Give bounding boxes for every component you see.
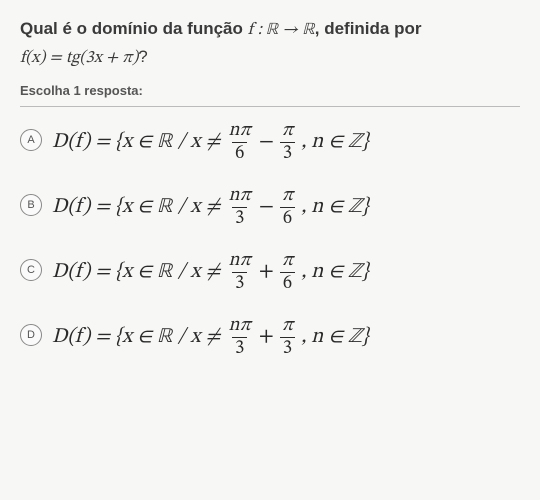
option-d-frac2-den: 3 [280,337,295,359]
option-b-frac1-den: 3 [232,207,247,229]
option-b-frac2: π 6 [279,186,296,229]
q-line1-post: , definida por [315,19,422,38]
option-a[interactable]: A D(f) = {x ∈ ℝ / x ≠ nπ 6 − π 3 , n ∈ ℤ… [20,121,520,164]
option-d-rhs: , n ∈ ℤ} [301,324,369,350]
instruction-text: Escolha 1 resposta: [20,83,520,98]
option-b-frac1-num: nπ [226,186,254,207]
option-d[interactable]: D D(f) = {x ∈ ℝ / x ≠ nπ 3 + π 3 , n ∈ ℤ… [20,316,520,359]
option-b-bubble: B [20,194,42,216]
option-c-frac2-num: π [279,251,296,272]
q-line2-q: ? [138,47,147,66]
option-c-frac2-den: 6 [280,272,295,294]
option-a-lhs: D(f) = {x ∈ ℝ / x ≠ [52,129,221,155]
option-a-frac2-den: 3 [280,142,295,164]
option-b-lhs: D(f) = {x ∈ ℝ / x ≠ [52,194,221,220]
option-a-bubble: A [20,129,42,151]
option-b-frac2-num: π [279,186,296,207]
option-c-lhs: D(f) = {x ∈ ℝ / x ≠ [52,259,221,285]
option-b[interactable]: B D(f) = {x ∈ ℝ / x ≠ nπ 3 − π 6 , n ∈ ℤ… [20,186,520,229]
option-a-rhs: , n ∈ ℤ} [301,129,369,155]
option-c-rhs: , n ∈ ℤ} [301,259,369,285]
option-c-frac2: π 6 [279,251,296,294]
option-d-formula: D(f) = {x ∈ ℝ / x ≠ nπ 3 + π 3 , n ∈ ℤ} [52,316,369,359]
q-line1-pre: Qual é o domínio da função [20,19,248,38]
option-c-frac1-num: nπ [226,251,254,272]
option-a-formula: D(f) = {x ∈ ℝ / x ≠ nπ 6 − π 3 , n ∈ ℤ} [52,121,369,164]
question-text: Qual é o domínio da função f : ℝ → ℝ, de… [20,16,520,71]
option-d-lhs: D(f) = {x ∈ ℝ / x ≠ [52,324,221,350]
option-b-op: − [259,194,274,220]
option-c-frac1-den: 3 [232,272,247,294]
option-d-bubble: D [20,324,42,346]
option-a-frac1-num: nπ [226,121,254,142]
option-c-op: + [259,259,274,285]
option-d-frac1-den: 3 [232,337,247,359]
option-d-frac2-num: π [279,316,296,337]
q-line2-math: f(x) = tg(3x + π) [20,50,138,67]
option-c[interactable]: C D(f) = {x ∈ ℝ / x ≠ nπ 3 + π 6 , n ∈ ℤ… [20,251,520,294]
option-d-frac1: nπ 3 [226,316,254,359]
divider [20,106,520,107]
option-b-frac2-den: 6 [280,207,295,229]
option-d-frac2: π 3 [279,316,296,359]
option-b-formula: D(f) = {x ∈ ℝ / x ≠ nπ 3 − π 6 , n ∈ ℤ} [52,186,369,229]
option-c-bubble: C [20,259,42,281]
option-d-op: + [259,324,274,350]
option-c-frac1: nπ 3 [226,251,254,294]
option-b-rhs: , n ∈ ℤ} [301,194,369,220]
option-d-frac1-num: nπ [226,316,254,337]
q-line1-math: f : ℝ → ℝ [248,22,315,39]
option-a-frac1: nπ 6 [226,121,254,164]
option-b-frac1: nπ 3 [226,186,254,229]
option-a-op: − [259,129,274,155]
option-a-frac2-num: π [279,121,296,142]
option-a-frac1-den: 6 [232,142,247,164]
option-c-formula: D(f) = {x ∈ ℝ / x ≠ nπ 3 + π 6 , n ∈ ℤ} [52,251,369,294]
option-a-frac2: π 3 [279,121,296,164]
